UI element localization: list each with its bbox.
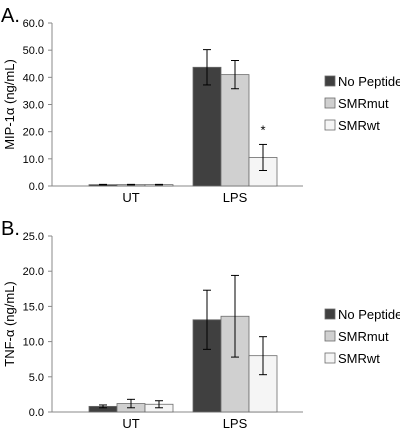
y-tick-label: 25.0 <box>23 231 44 243</box>
chart-panel-b: B. 0.0 5.0 10.0 15.0 20.0 25.0 TNF-α (ng/mL) UT L… <box>1 218 400 431</box>
legend-swatch <box>324 119 336 131</box>
y-tick-label: 10.0 <box>23 337 44 349</box>
legend-label: SMRmut <box>338 96 389 111</box>
y-axis-title: TNF-α (ng/mL) <box>2 281 17 367</box>
y-tick-label: 50.0 <box>23 45 44 57</box>
bar-lps-no-peptide <box>192 66 222 187</box>
y-tick-label: 5.0 <box>29 372 44 384</box>
y-tick-label: 0.0 <box>29 181 44 193</box>
panel-letter: B. <box>1 218 20 240</box>
legend-label: No Peptide <box>338 307 400 322</box>
legend: No Peptide SMRmut SMRwt <box>324 307 400 366</box>
significance-marker: * <box>260 122 265 137</box>
y-tick-label: 20.0 <box>23 266 44 278</box>
x-category-label: LPS <box>223 190 248 205</box>
legend-swatch <box>324 97 336 109</box>
legend-label: No Peptide <box>338 74 400 89</box>
x-category-label: UT <box>122 190 139 205</box>
legend-swatch <box>324 308 336 320</box>
y-tick-label: 0.0 <box>29 407 44 419</box>
x-category-label: LPS <box>223 416 248 431</box>
y-tick-label: 60.0 <box>23 18 44 30</box>
legend-swatch <box>324 75 336 87</box>
y-axis-title: MIP-1α (ng/mL) <box>2 59 17 150</box>
y-tick-label: 10.0 <box>23 154 44 166</box>
x-category-label: UT <box>122 416 139 431</box>
legend-label: SMRwt <box>338 351 380 366</box>
bar-lps-smrmut <box>220 74 250 187</box>
legend-label: SMRmut <box>338 329 389 344</box>
panel-letter: A. <box>1 5 20 27</box>
legend-swatch <box>324 330 336 342</box>
legend-swatch <box>324 352 336 364</box>
y-tick-label: 40.0 <box>23 72 44 84</box>
y-tick-label: 30.0 <box>23 100 44 112</box>
legend: No Peptide SMRmut SMRwt <box>324 74 400 133</box>
legend-label: SMRwt <box>338 118 380 133</box>
y-tick-label: 15.0 <box>23 301 44 313</box>
y-tick-label: 20.0 <box>23 127 44 139</box>
chart-panel-a: A. 0.0 10.0 20.0 30.0 40.0 50.0 60.0 MIP-1α (ng/… <box>1 5 400 205</box>
